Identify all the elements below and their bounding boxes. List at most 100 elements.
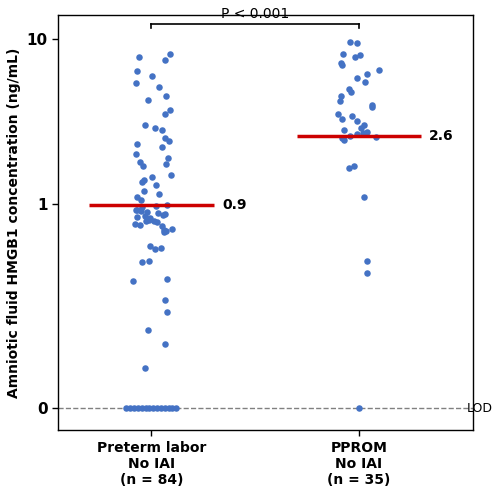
- Point: [360, 193, 368, 201]
- Point: [142, 217, 150, 225]
- Point: [140, 212, 148, 220]
- Point: [132, 150, 140, 158]
- Point: [122, 405, 130, 412]
- Point: [357, 124, 365, 132]
- Point: [142, 405, 150, 412]
- Point: [160, 226, 168, 234]
- Point: [161, 340, 169, 348]
- Point: [138, 178, 146, 186]
- Point: [150, 216, 158, 224]
- Point: [353, 39, 361, 47]
- Point: [340, 126, 347, 134]
- Point: [146, 214, 154, 222]
- Point: [162, 227, 170, 235]
- Point: [168, 405, 176, 412]
- Point: [132, 80, 140, 87]
- Point: [363, 269, 371, 277]
- Point: [133, 193, 141, 201]
- Point: [348, 113, 356, 121]
- Point: [368, 103, 376, 111]
- Point: [336, 97, 344, 105]
- Point: [338, 134, 345, 142]
- Point: [133, 67, 141, 75]
- Point: [375, 66, 383, 74]
- Point: [152, 202, 160, 210]
- Point: [352, 75, 360, 82]
- Point: [346, 85, 354, 93]
- Text: LOD: LOD: [466, 402, 492, 415]
- Point: [354, 117, 362, 124]
- Point: [132, 220, 140, 228]
- Point: [167, 171, 175, 179]
- Point: [161, 56, 169, 64]
- Point: [338, 115, 345, 123]
- Point: [132, 140, 140, 148]
- Point: [363, 70, 371, 78]
- Point: [153, 405, 161, 412]
- Point: [136, 53, 143, 61]
- Point: [337, 92, 345, 100]
- Point: [163, 308, 171, 316]
- Point: [346, 131, 354, 139]
- Point: [372, 133, 380, 141]
- Point: [152, 181, 160, 189]
- Point: [146, 243, 154, 250]
- Point: [346, 88, 354, 96]
- Point: [158, 144, 166, 152]
- Point: [142, 208, 150, 216]
- Point: [160, 296, 168, 304]
- Point: [148, 173, 156, 181]
- Point: [339, 50, 347, 58]
- Point: [136, 221, 144, 229]
- Point: [146, 405, 154, 412]
- Point: [134, 405, 142, 412]
- Point: [345, 164, 353, 172]
- Point: [155, 83, 163, 91]
- Point: [164, 154, 172, 162]
- Point: [161, 110, 169, 118]
- Point: [161, 134, 169, 142]
- Point: [161, 405, 169, 412]
- Point: [130, 405, 138, 412]
- Point: [133, 213, 141, 221]
- Point: [338, 61, 346, 69]
- Point: [146, 257, 154, 265]
- Point: [363, 127, 371, 135]
- Point: [172, 405, 180, 412]
- Point: [166, 50, 174, 58]
- Point: [155, 190, 163, 198]
- Point: [140, 176, 148, 184]
- Point: [360, 122, 368, 129]
- Point: [126, 405, 134, 412]
- Point: [132, 206, 140, 214]
- Point: [337, 59, 345, 67]
- Point: [334, 110, 342, 118]
- Text: 0.9: 0.9: [222, 198, 246, 212]
- Point: [140, 122, 148, 129]
- Point: [164, 405, 172, 412]
- Point: [166, 137, 173, 145]
- Text: P < 0.001: P < 0.001: [221, 7, 289, 21]
- Y-axis label: Amniotic fluid HMGB1 concentration (ng/mL): Amniotic fluid HMGB1 concentration (ng/m…: [7, 47, 21, 398]
- Point: [168, 225, 175, 233]
- Point: [162, 275, 170, 283]
- Text: 2.6: 2.6: [430, 128, 454, 143]
- Point: [158, 222, 166, 230]
- Point: [140, 187, 148, 195]
- Point: [346, 38, 354, 45]
- Point: [159, 211, 167, 219]
- Point: [162, 92, 170, 100]
- Point: [148, 72, 156, 80]
- Point: [368, 101, 376, 109]
- Point: [145, 216, 153, 224]
- Point: [144, 96, 152, 104]
- Point: [137, 207, 145, 215]
- Point: [137, 196, 145, 204]
- Point: [363, 257, 371, 265]
- Point: [150, 245, 158, 253]
- Point: [160, 228, 168, 236]
- Point: [130, 277, 138, 285]
- Point: [356, 51, 364, 59]
- Point: [360, 78, 368, 86]
- Point: [162, 201, 170, 209]
